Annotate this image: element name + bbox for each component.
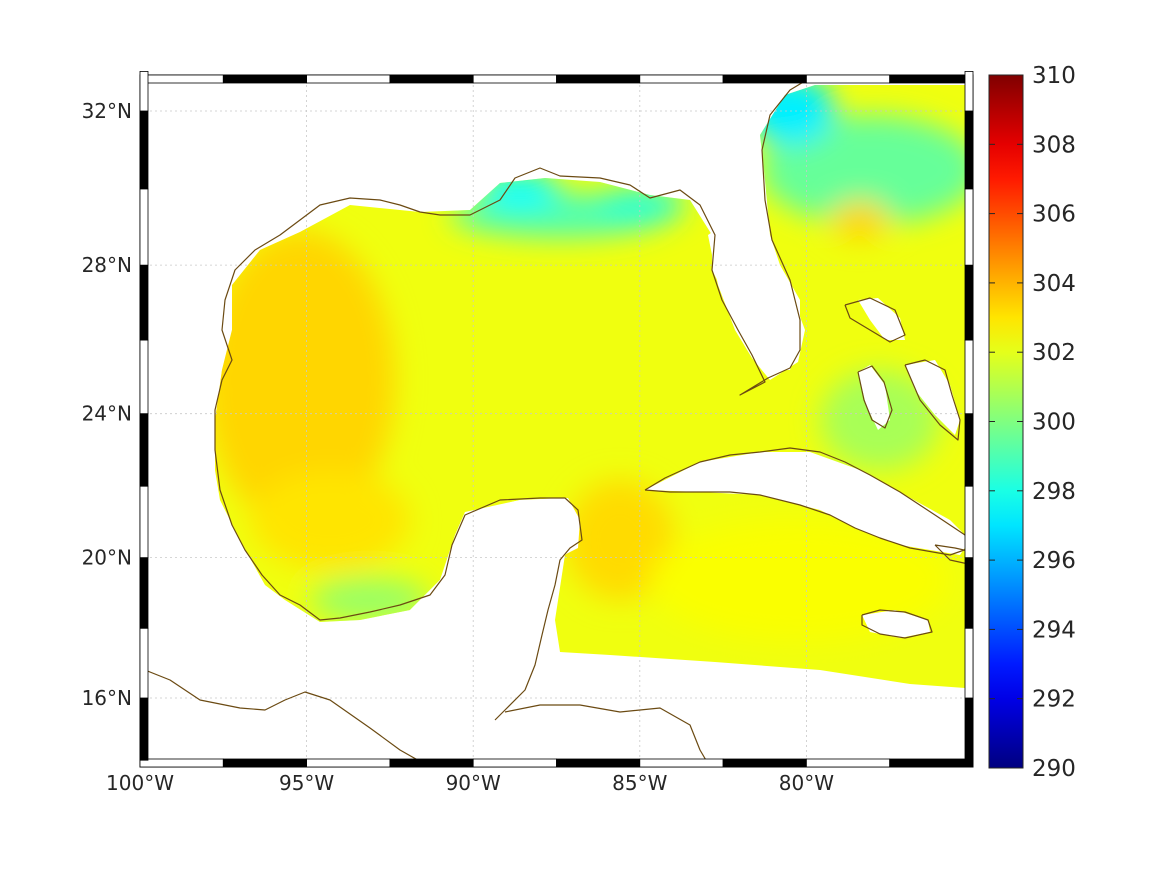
colorbar-tick-label: 302: [1032, 340, 1076, 366]
coastline-gulf-coast-us-mexico: [214, 75, 816, 721]
frame-bar-right: [964, 110, 974, 190]
lon-tick-label: 90°W: [446, 771, 501, 795]
frame-bar-top: [306, 74, 391, 84]
frame-bar-bottom: [639, 758, 724, 768]
frame-bar-bottom: [222, 758, 308, 768]
frame-bar-top: [889, 74, 974, 84]
colorbar-tick-label: 290: [1032, 756, 1076, 782]
latitude-tick-labels: 16°N 20°N 24°N 28°N 32°N: [82, 99, 132, 710]
frame-bar-right: [964, 188, 974, 266]
coastline-andros-outline: [857, 365, 893, 429]
colorbar-tick-label: 294: [1032, 617, 1076, 643]
sst-feature-yucatan-channel-warm: [565, 480, 675, 600]
lon-tick-label: 80°W: [779, 771, 834, 795]
coastline-bahamas-chain: [904, 359, 961, 441]
coastline-bahamas-outline: [844, 297, 906, 343]
frame-bar-top: [389, 74, 474, 84]
land-jamaica: [862, 610, 930, 638]
frame-bar-left: [139, 71, 149, 112]
colorbar-tick-label: 292: [1032, 687, 1076, 713]
frame-bar-top: [556, 74, 641, 84]
frame-bar-bottom: [472, 758, 557, 768]
frame-bar-left: [139, 188, 149, 266]
land-florida-peninsula: [708, 220, 805, 380]
lat-tick-label: 16°N: [82, 686, 132, 710]
sst-feature-east-of-florida-cool: [760, 115, 965, 225]
frame-bar-left: [139, 627, 149, 699]
sst-feature-cayman-sea: [650, 520, 950, 640]
lon-tick-label: 100°W: [106, 771, 174, 795]
frame-bar-left: [139, 413, 149, 487]
coastline-hispaniola-west: [934, 544, 973, 566]
frame-bar-right: [964, 627, 974, 699]
frame-bar-left: [139, 264, 149, 341]
frame-bar-right: [964, 71, 974, 112]
land-andros-bahamas: [858, 365, 890, 430]
lat-tick-label: 20°N: [82, 546, 132, 570]
colorbar: 290 292 294 296 298 300 302 304 306 308 310: [988, 63, 1076, 782]
frame-bar-top: [139, 74, 224, 84]
land-yucatan-peninsula: [410, 498, 580, 660]
frame-bar-bottom: [139, 758, 224, 768]
frame-bar-right: [964, 485, 974, 559]
colorbar-tick-label: 308: [1032, 132, 1076, 158]
frame-bar-right: [964, 557, 974, 629]
colorbar-tick-label: 306: [1032, 202, 1076, 228]
sst-feature-campeche-bank-cool: [310, 578, 430, 622]
colorbar-tick-label: 298: [1032, 479, 1076, 505]
frame-bar-top: [806, 74, 891, 84]
colorbar-tick-label: 304: [1032, 271, 1076, 297]
land-great-bahama-bank: [905, 360, 960, 435]
frame-bar-top: [722, 74, 807, 84]
map-frame: [139, 71, 974, 768]
longitude-tick-labels: 100°W 95°W 90°W 85°W 80°W: [106, 771, 834, 795]
sst-feature-gulf-stream-warm-eddy: [830, 200, 890, 240]
frame-bar-bottom: [306, 758, 391, 768]
frame-bar-bottom: [389, 758, 474, 768]
land-cuba: [645, 452, 970, 555]
colorbar-tick-label: 310: [1032, 63, 1076, 89]
sst-feature-western-gulf-warm-pool: [215, 230, 395, 530]
frame-bar-right: [964, 697, 974, 761]
frame-bar-left: [139, 557, 149, 629]
land-masks: [410, 220, 970, 660]
coastline-jamaica-outline: [861, 609, 933, 639]
frame-bar-top: [222, 74, 308, 84]
coastline-central-america-south: [140, 667, 431, 767]
lat-tick-label: 32°N: [82, 99, 132, 123]
lat-tick-label: 28°N: [82, 253, 132, 277]
land-abaco: [858, 298, 905, 340]
frame-bar-left: [139, 110, 149, 190]
frame-bar-right: [964, 413, 974, 487]
colorbar-tick-label: 300: [1032, 410, 1076, 436]
sst-feature-bay-of-campeche-warm: [250, 470, 410, 570]
frame-bar-left: [139, 339, 149, 415]
frame-bar-top: [639, 74, 724, 84]
frame-bar-left: [139, 485, 149, 559]
frame-bar-bottom: [889, 758, 974, 768]
frame-bar-bottom: [556, 758, 641, 768]
frame-bar-bottom: [722, 758, 807, 768]
frame-bar-bottom: [806, 758, 891, 768]
lon-tick-label: 95°W: [279, 771, 334, 795]
frame-bar-right: [964, 264, 974, 341]
frame-bar-right: [964, 339, 974, 415]
lat-tick-label: 24°N: [82, 402, 132, 426]
frame-bar-top: [472, 74, 557, 84]
colorbar-ticks: 290 292 294 296 298 300 302 304 306 308 310: [989, 63, 1076, 782]
graticule: [140, 75, 973, 767]
lon-tick-label: 85°W: [612, 771, 667, 795]
frame-bar-left: [139, 697, 149, 761]
colorbar-tick-label: 296: [1032, 548, 1076, 574]
coastline-honduras-north: [504, 704, 711, 767]
